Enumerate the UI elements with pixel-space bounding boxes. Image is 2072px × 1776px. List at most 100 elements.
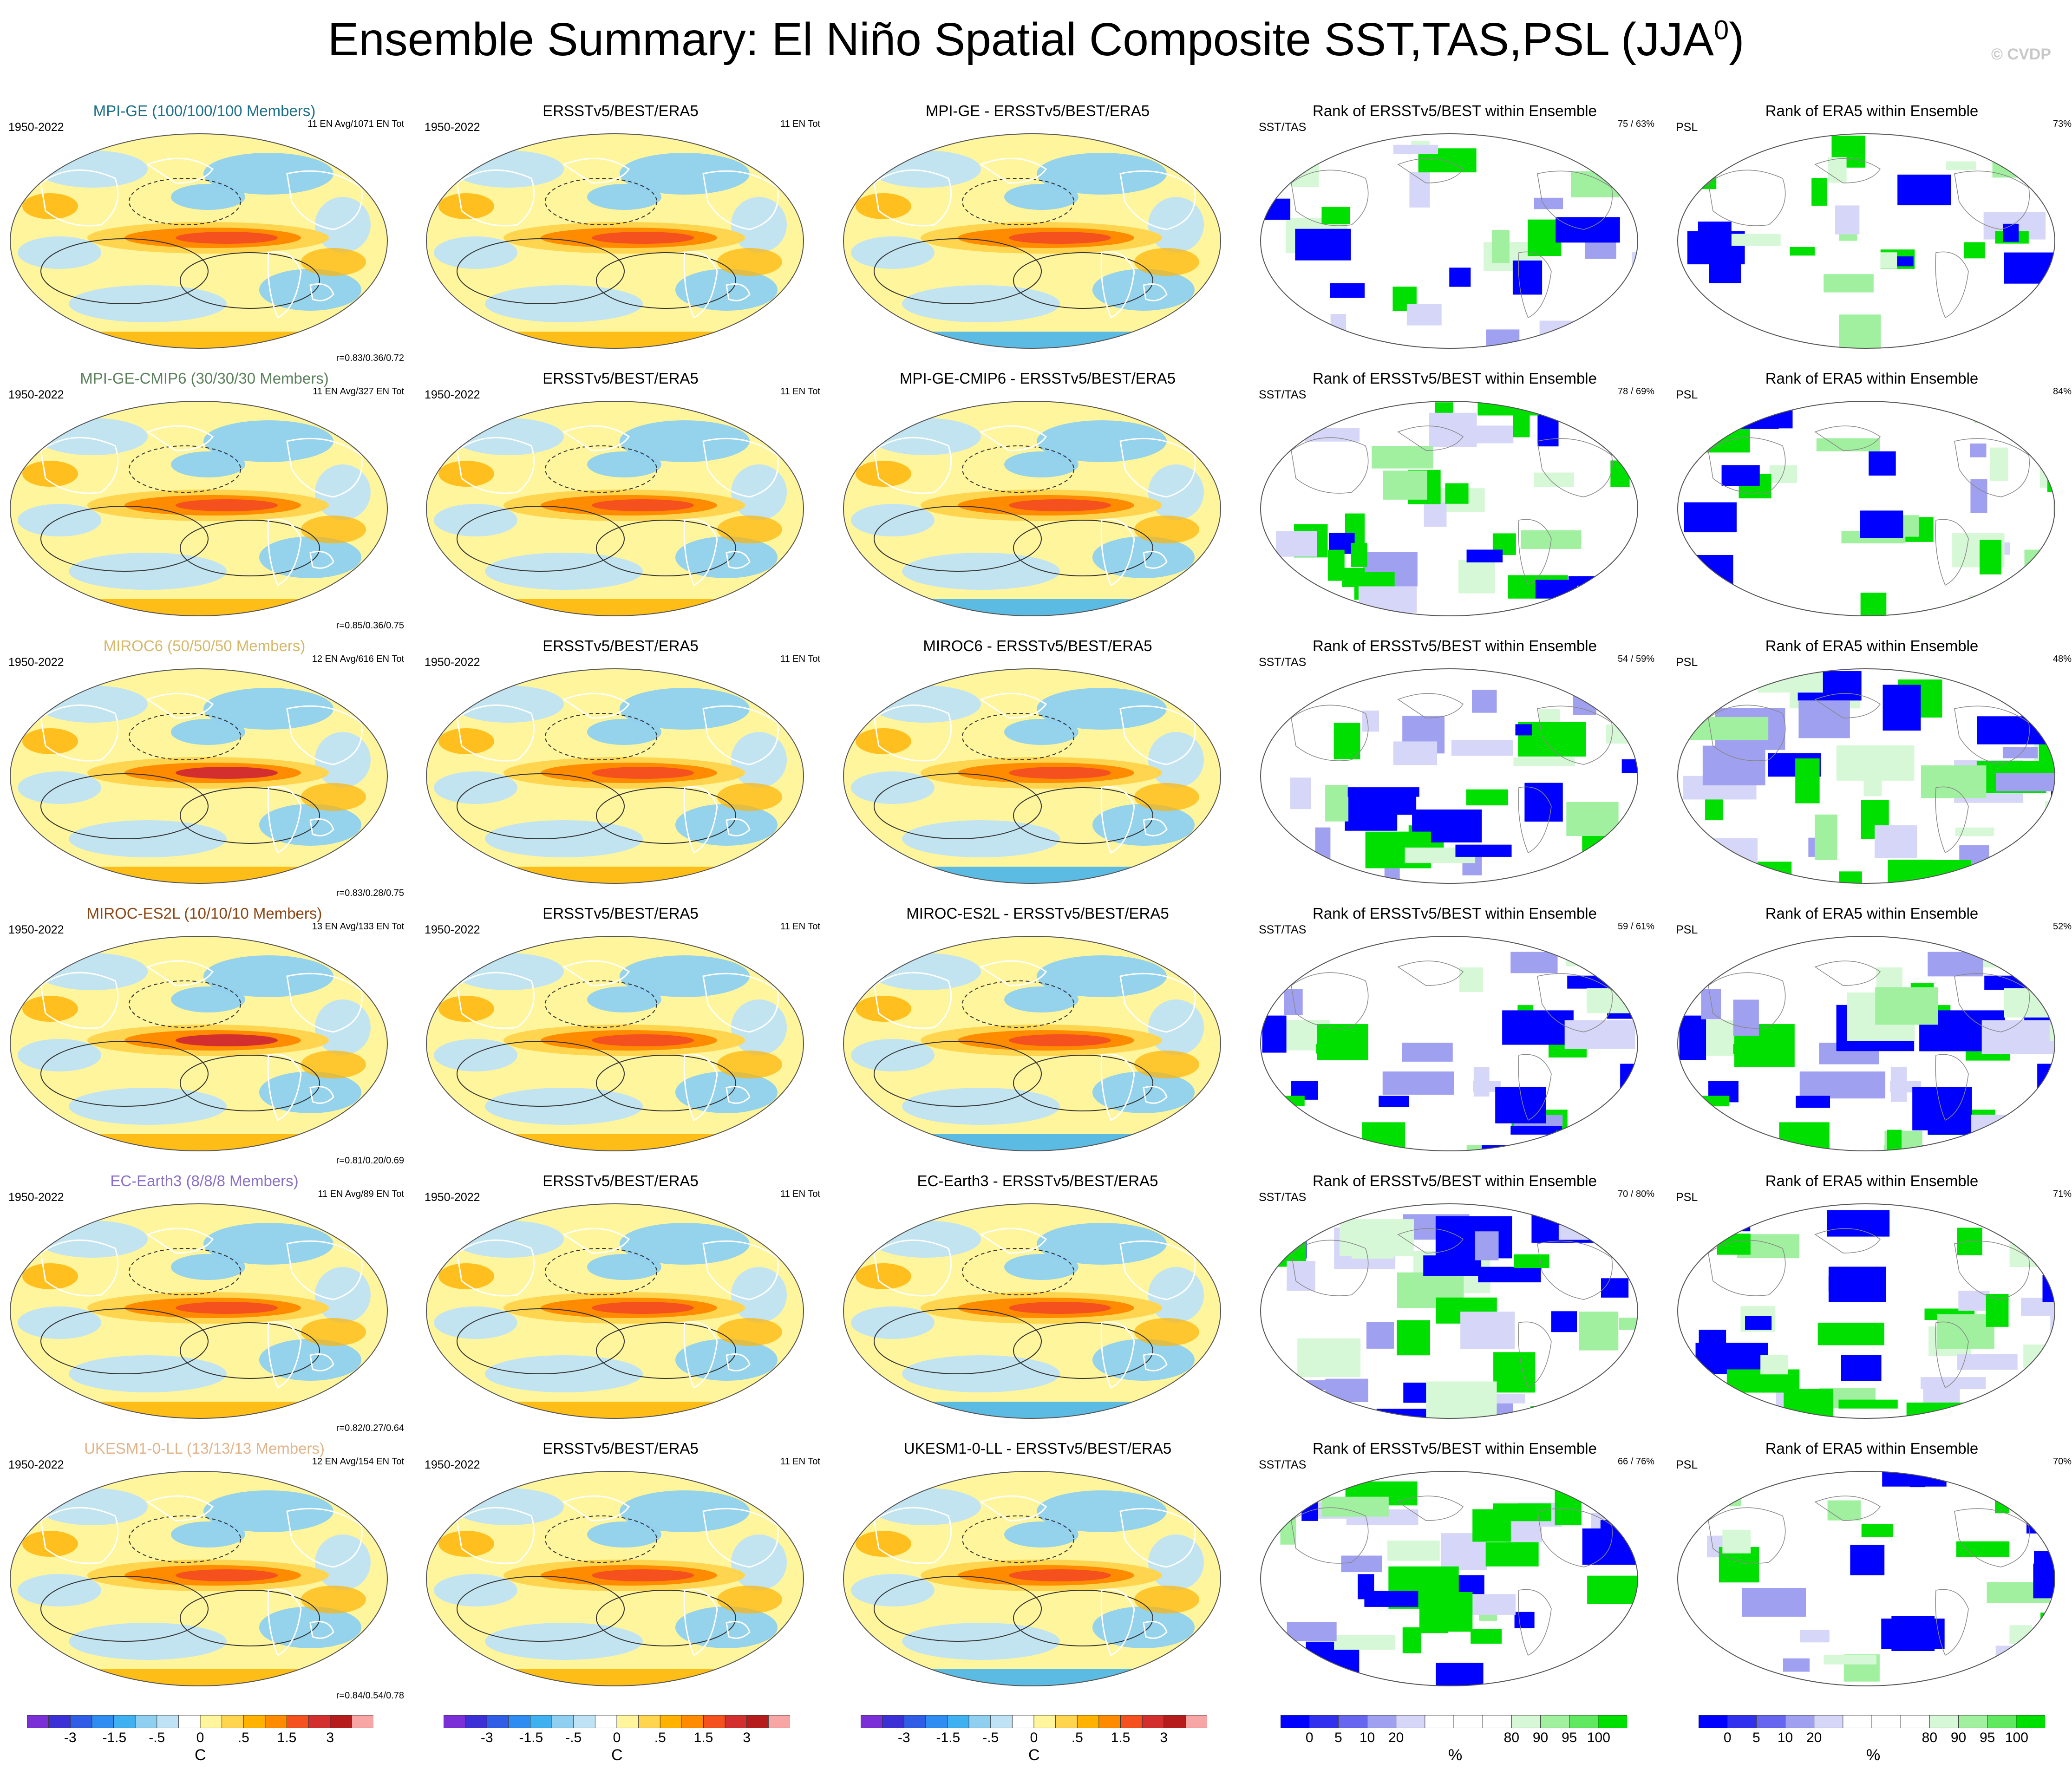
colorbar-tick: -3 xyxy=(480,1730,493,1745)
rank-psl-label: PSL xyxy=(1676,121,1698,134)
rank-sst-map xyxy=(1260,1203,1638,1419)
diff-panel: MIROC6 - ERSSTv5/BEST/ERA5 xyxy=(833,633,1242,901)
obs-composite-map xyxy=(426,1203,804,1419)
colorbar-swatch xyxy=(308,1715,331,1728)
figure-title: Ensemble Summary: El Niño Spatial Compos… xyxy=(0,13,2072,66)
rank-sst-panel: Rank of ERSSTv5/BEST within Ensemble SST/… xyxy=(1250,901,1659,1169)
rank-psl-map xyxy=(1677,1203,2055,1419)
rank-sst-map xyxy=(1260,133,1638,349)
rank-sst-percent: 70 / 80% xyxy=(1618,1189,1654,1199)
colorbar-tick: 3 xyxy=(326,1730,334,1745)
rank-psl-percent: 84% xyxy=(2052,386,2072,397)
rank-psl-panel: Rank of ERA5 within Ensemble PSL 48% xyxy=(1667,633,2072,901)
colorbar xyxy=(27,1715,373,1728)
colorbar-swatch xyxy=(351,1715,373,1728)
colorbar-unit: C xyxy=(611,1746,623,1764)
rank-sst-panel: Rank of ERSSTv5/BEST within Ensemble SST/… xyxy=(1250,1436,1659,1704)
watermark: © CVDP xyxy=(1991,46,2051,63)
colorbar-swatch xyxy=(1098,1715,1121,1728)
rank-sst-title: Rank of ERSSTv5/BEST within Ensemble xyxy=(1313,370,1597,387)
colorbar-swatch xyxy=(1598,1715,1627,1728)
model-composite-map xyxy=(10,936,388,1151)
obs-panel: ERSSTv5/BEST/ERA5 1950-2022 11 EN Tot xyxy=(416,98,825,366)
rank-psl-percent: 48% xyxy=(2052,654,2072,664)
colorbar-tick: 1.5 xyxy=(1111,1730,1131,1745)
colorbar-swatch xyxy=(1077,1715,1099,1728)
model-title: MPI-GE-CMIP6 (30/30/30 Members) xyxy=(80,370,329,387)
obs-panel: ERSSTv5/BEST/ERA5 1950-2022 11 EN Tot xyxy=(416,1436,825,1704)
colorbar xyxy=(444,1715,790,1728)
rank-psl-panel: Rank of ERA5 within Ensemble PSL 71% xyxy=(1667,1169,2072,1436)
rank-psl-title: Rank of ERA5 within Ensemble xyxy=(1765,905,1979,922)
colorbar-swatch xyxy=(968,1715,991,1728)
rank-psl-percent: 52% xyxy=(2052,921,2072,932)
period-label: 1950-2022 xyxy=(425,1191,480,1204)
colorbar-swatch xyxy=(990,1715,1013,1728)
rank-sst-label: SST/TAS xyxy=(1259,121,1307,134)
colorbar-swatch xyxy=(135,1715,157,1728)
colorbar-swatch xyxy=(1958,1715,1988,1728)
colorbar-tick: -1.5 xyxy=(936,1730,961,1745)
colorbar-tick: 80 xyxy=(1922,1730,1938,1745)
model-composite-map xyxy=(10,1471,388,1686)
colorbar-tick: 0 xyxy=(1030,1730,1038,1745)
diff-title: MIROC-ES2L - ERSSTv5/BEST/ERA5 xyxy=(906,905,1169,922)
period-label: 1950-2022 xyxy=(8,1191,64,1204)
colorbar-swatch xyxy=(1482,1715,1512,1728)
period-label: 1950-2022 xyxy=(8,121,64,134)
colorbar-swatch xyxy=(1281,1715,1310,1728)
rank-psl-percent: 70% xyxy=(2052,1456,2072,1467)
diff-title: MPI-GE-CMIP6 - ERSSTv5/BEST/ERA5 xyxy=(899,370,1176,387)
pattern-correlation: r=0.83/0.28/0.75 xyxy=(336,888,404,898)
colorbar-swatch xyxy=(681,1715,704,1728)
colorbar-swatch xyxy=(725,1715,747,1728)
period-label: 1950-2022 xyxy=(8,1458,64,1471)
colorbar-tick: 10 xyxy=(1359,1730,1375,1745)
colorbar-swatch xyxy=(573,1715,596,1728)
diff-title: MIROC6 - ERSSTv5/BEST/ERA5 xyxy=(923,637,1152,654)
colorbar-tick: -1.5 xyxy=(102,1730,127,1745)
colorbar-tick: 3 xyxy=(1160,1730,1168,1745)
colorbar-swatch xyxy=(1338,1715,1368,1728)
colorbar-swatch xyxy=(1569,1715,1599,1728)
colorbar-tick: 5 xyxy=(1334,1730,1342,1745)
pattern-correlation: r=0.84/0.54/0.78 xyxy=(336,1691,404,1701)
rank-psl-percent: 73% xyxy=(2052,119,2072,129)
difference-map xyxy=(843,936,1221,1151)
rank-sst-map xyxy=(1260,668,1638,884)
colorbar-swatch xyxy=(92,1715,114,1728)
colorbar-swatch xyxy=(947,1715,970,1728)
period-label: 1950-2022 xyxy=(8,923,64,936)
period-label: 1950-2022 xyxy=(425,1458,480,1471)
obs-panel: ERSSTv5/BEST/ERA5 1950-2022 11 EN Tot xyxy=(416,901,825,1169)
colorbar xyxy=(861,1715,1207,1728)
colorbar-swatch xyxy=(1367,1715,1397,1728)
difference-map xyxy=(843,668,1221,884)
rank-sst-label: SST/TAS xyxy=(1259,923,1307,936)
rank-sst-map xyxy=(1260,936,1638,1151)
period-label: 1950-2022 xyxy=(425,121,480,134)
colorbar-swatch xyxy=(113,1715,136,1728)
difference-map xyxy=(843,1203,1221,1419)
obs-title: ERSSTv5/BEST/ERA5 xyxy=(543,102,699,119)
colorbar-swatch xyxy=(178,1715,201,1728)
colorbar-swatch xyxy=(1142,1715,1164,1728)
panel-row: MIROC6 (50/50/50 Members) 1950-2022 12 EN … xyxy=(0,633,2072,901)
colorbar-tick: 90 xyxy=(1950,1730,1967,1745)
model-composite-map xyxy=(10,668,388,884)
obs-count: 11 EN Tot xyxy=(780,1189,820,1199)
panel-row: MPI-GE-CMIP6 (30/30/30 Members) 1950-2022… xyxy=(0,366,2072,633)
rank-psl-label: PSL xyxy=(1676,388,1698,401)
obs-composite-map xyxy=(426,1471,804,1686)
rank-sst-title: Rank of ERSSTv5/BEST within Ensemble xyxy=(1313,102,1597,119)
obs-title: ERSSTv5/BEST/ERA5 xyxy=(543,1172,699,1189)
colorbar-tick: 5 xyxy=(1752,1730,1760,1745)
colorbar-tick: .5 xyxy=(237,1730,249,1745)
colorbar-swatch xyxy=(616,1715,639,1728)
rank-psl-title: Rank of ERA5 within Ensemble xyxy=(1765,102,1979,119)
model-title: MPI-GE (100/100/100 Members) xyxy=(93,102,316,119)
panel-row: UKESM1-0-LL (13/13/13 Members) 1950-2022 1… xyxy=(0,1436,2072,1704)
colorbar-swatch xyxy=(1163,1715,1186,1728)
rank-psl-label: PSL xyxy=(1676,656,1698,669)
colorbar-swatch xyxy=(551,1715,574,1728)
